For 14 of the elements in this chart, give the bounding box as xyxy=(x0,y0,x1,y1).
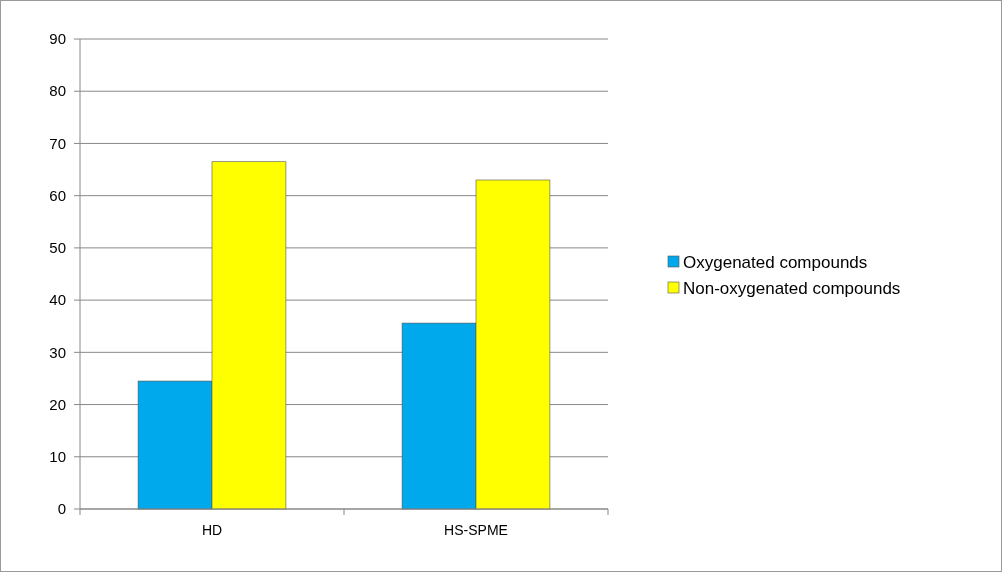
y-tick-label: 70 xyxy=(49,134,66,152)
legend-label: Non-oxygenated compounds xyxy=(683,278,901,298)
y-tick-label: 10 xyxy=(49,448,66,466)
y-tick-label: 20 xyxy=(49,395,66,413)
y-tick-label: 30 xyxy=(49,343,66,361)
y-tick-label: 50 xyxy=(49,239,66,257)
legend-label: Oxygenated compounds xyxy=(683,252,868,272)
y-tick-label: 90 xyxy=(49,30,66,48)
y-tick-label: 0 xyxy=(57,500,66,518)
y-tick-label: 80 xyxy=(49,82,66,100)
y-tick-label: 40 xyxy=(49,291,66,309)
y-tick-label: 60 xyxy=(49,186,66,204)
x-tick-label: HS-SPME xyxy=(444,522,508,538)
x-tick-label: HD xyxy=(201,522,223,538)
